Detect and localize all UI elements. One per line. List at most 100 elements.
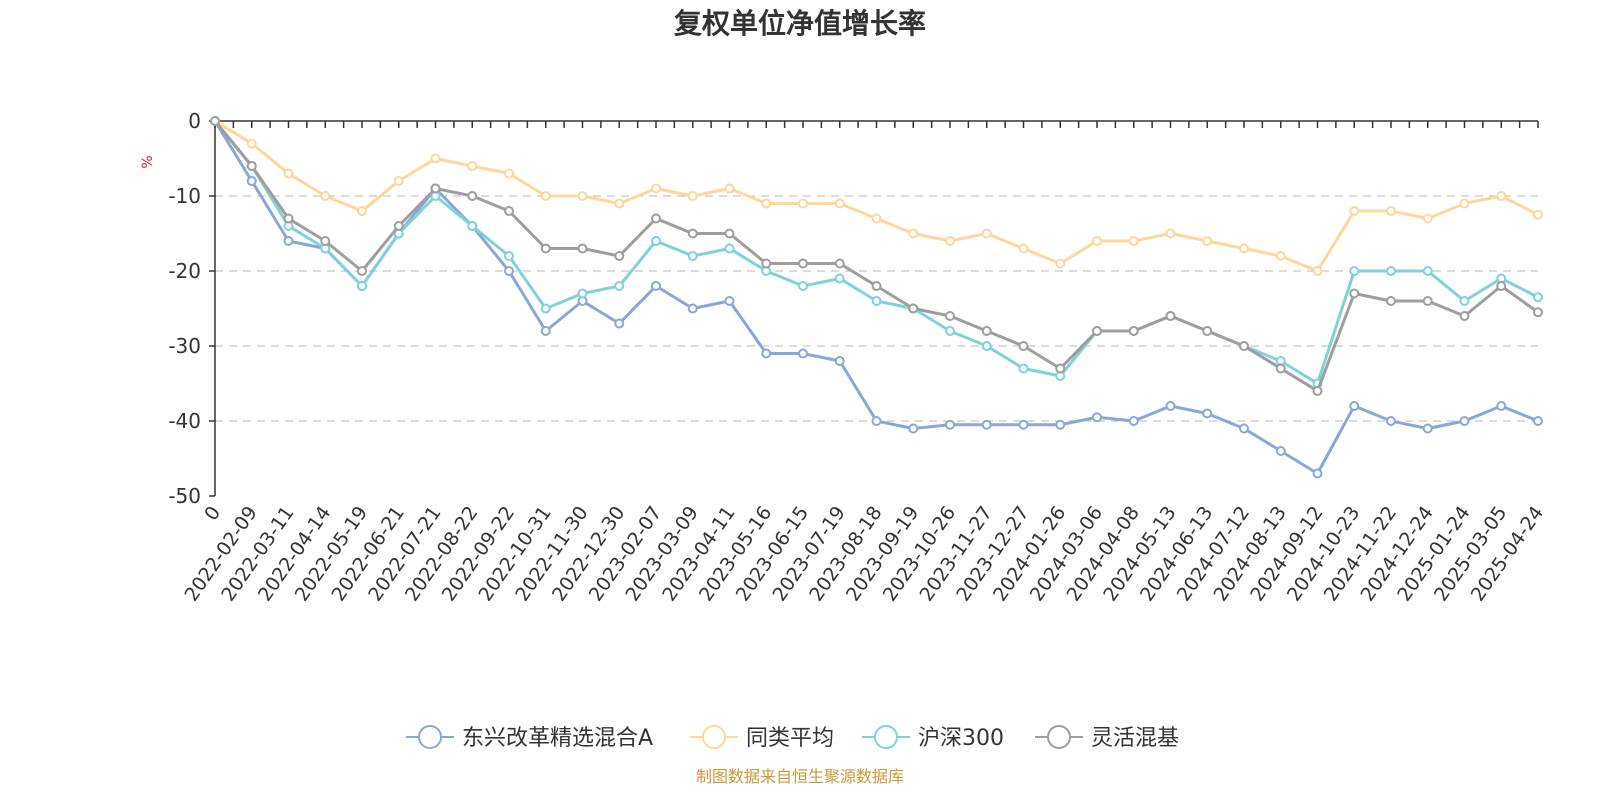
data-point — [1533, 292, 1543, 303]
data-point — [393, 176, 404, 186]
data-point — [724, 183, 735, 194]
data-point — [577, 191, 588, 201]
data-point — [651, 213, 661, 224]
legend: 东兴改革精选混合A 同类平均 沪深300 灵活混基 — [406, 725, 1179, 751]
data-point — [320, 191, 331, 201]
data-point — [834, 356, 845, 366]
data-point — [614, 198, 625, 209]
y-tick-label: -50 — [168, 484, 201, 508]
data-point — [1165, 228, 1176, 239]
series-line — [213, 120, 1539, 385]
data-point — [1312, 468, 1323, 479]
data-point — [687, 251, 698, 261]
data-point — [724, 243, 735, 254]
data-point — [1459, 296, 1470, 306]
axes — [209, 120, 1539, 497]
data-point — [1386, 416, 1396, 426]
data-point — [1496, 191, 1507, 201]
data-point — [1239, 243, 1249, 254]
data-point — [1349, 206, 1360, 216]
data-point — [1275, 363, 1286, 374]
legend-circle-symbol — [1047, 725, 1071, 749]
data-point — [577, 288, 588, 299]
y-tick-label: 0 — [188, 109, 201, 133]
data-point — [1533, 209, 1543, 220]
data-point — [761, 198, 772, 209]
series-lines — [210, 116, 1543, 479]
data-point — [614, 251, 625, 261]
data-point — [1092, 236, 1102, 246]
legend-item[interactable]: 同类平均 — [690, 725, 834, 751]
y-tick-label: -20 — [168, 259, 201, 283]
data-point — [1533, 307, 1543, 318]
data-point — [1055, 258, 1066, 269]
data-point — [945, 311, 955, 321]
legend-label: 同类平均 — [746, 726, 834, 751]
data-point — [430, 153, 441, 164]
data-point — [1496, 281, 1507, 291]
data-point — [467, 221, 478, 231]
data-point — [1349, 266, 1360, 276]
data-point — [1165, 401, 1176, 411]
data-point — [430, 183, 441, 194]
data-point — [1275, 251, 1286, 261]
data-point — [871, 296, 882, 306]
data-point — [357, 206, 367, 216]
data-point — [687, 303, 698, 314]
data-point — [761, 348, 772, 359]
data-point — [798, 258, 808, 269]
data-point — [834, 273, 845, 284]
data-point — [945, 236, 955, 246]
data-point — [1422, 266, 1433, 276]
legend-item[interactable]: 沪深300 — [862, 725, 1004, 751]
data-point — [1092, 326, 1102, 336]
series-group — [210, 116, 1543, 396]
y-tick-label: -30 — [168, 334, 201, 358]
data-point — [761, 258, 772, 269]
data-point — [1496, 401, 1507, 411]
data-point — [540, 303, 551, 314]
data-point — [981, 419, 992, 430]
data-point — [1018, 341, 1029, 351]
series-group — [210, 116, 1543, 276]
data-point — [724, 296, 735, 306]
data-point — [687, 228, 698, 239]
data-point — [357, 281, 367, 291]
data-point — [1018, 419, 1029, 430]
data-point — [540, 326, 551, 336]
data-point — [320, 236, 331, 246]
data-point — [651, 281, 661, 291]
data-point — [1349, 288, 1360, 299]
data-point — [1459, 311, 1470, 321]
data-point — [1202, 408, 1213, 419]
series-line — [213, 120, 1539, 393]
data-point — [504, 206, 514, 216]
y-tick-label: -10 — [168, 184, 201, 208]
data-point — [871, 416, 882, 426]
data-point — [357, 266, 367, 276]
data-point — [908, 228, 919, 239]
data-point — [1533, 416, 1543, 426]
data-point — [834, 258, 845, 269]
data-point — [1422, 423, 1433, 434]
data-point — [504, 251, 514, 261]
data-point — [504, 168, 514, 179]
data-point — [467, 161, 478, 171]
data-point — [1055, 419, 1066, 430]
data-point — [798, 348, 808, 359]
data-point — [1386, 296, 1396, 306]
data-point — [981, 326, 992, 336]
legend-item[interactable]: 东兴改革精选混合A — [406, 725, 653, 751]
data-point — [798, 281, 808, 291]
data-point — [540, 243, 551, 254]
legend-item[interactable]: 灵活混基 — [1035, 725, 1179, 751]
data-point — [651, 183, 661, 194]
data-point — [1239, 423, 1249, 434]
data-point — [283, 236, 294, 246]
data-point — [1128, 236, 1139, 246]
data-point — [283, 213, 294, 224]
data-point — [467, 191, 478, 201]
data-point — [1386, 206, 1396, 216]
data-point — [210, 116, 220, 126]
